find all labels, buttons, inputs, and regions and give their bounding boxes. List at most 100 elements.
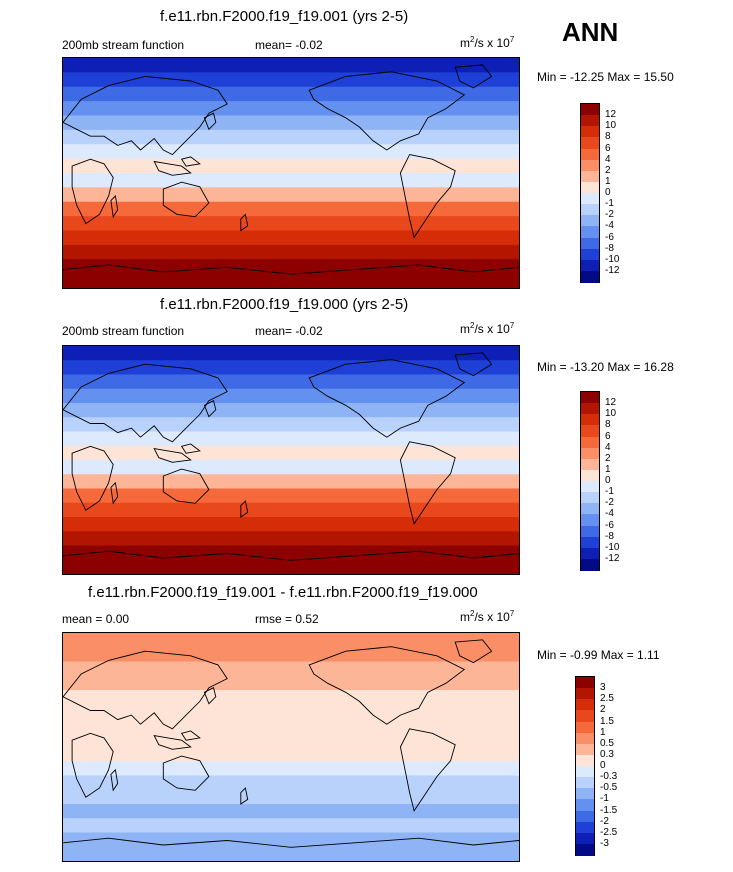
colorbar-box xyxy=(576,699,594,711)
colorbar-box xyxy=(576,799,594,811)
panel3-mean-label: mean = 0.00 xyxy=(62,612,130,626)
units-exp: 2 xyxy=(470,321,475,330)
colorbar-tick-label: -8 xyxy=(605,242,614,254)
colorbar-box xyxy=(576,710,594,722)
colorbar-tick-label: 10 xyxy=(605,408,617,420)
colorbar-box xyxy=(581,514,599,526)
coastline xyxy=(240,787,249,805)
colorbar-tick-label: -12 xyxy=(605,264,620,276)
colorbar-box xyxy=(581,425,599,437)
units-mid: /s x 10 xyxy=(474,322,510,336)
contour-band xyxy=(63,273,519,288)
colorbar-tick-label: -1 xyxy=(600,793,609,805)
contour-band xyxy=(63,502,519,518)
colorbar-tick-label: 1.5 xyxy=(600,715,614,727)
contour-band xyxy=(63,360,519,376)
coastline xyxy=(454,64,493,89)
panel1-minmax: Min = -12.25 Max = 15.50 xyxy=(537,70,674,84)
colorbar-box xyxy=(581,204,599,216)
coastline xyxy=(308,646,466,725)
colorbar-tick-label: -0.5 xyxy=(600,782,618,794)
contour-band xyxy=(63,417,519,433)
panel2-mean-label: mean= -0.02 xyxy=(255,324,323,338)
colorbar-box xyxy=(581,170,599,183)
panel3-colorbar: 3 2.5 2 1.5 1 0.5 0.3 0 -0.3 -0.5 -1 -1.5 -2 -2.5 -3 xyxy=(575,676,617,856)
colorbar-tick-label: 0 xyxy=(605,187,611,198)
colorbar-box xyxy=(576,743,594,756)
contour-band xyxy=(63,346,519,361)
colorbar-tick-label: 2 xyxy=(600,704,606,716)
coastline xyxy=(63,363,228,443)
contour-band xyxy=(63,230,519,246)
units-m: m xyxy=(460,36,470,50)
colorbar-tick-label: 12 xyxy=(605,397,617,409)
contour-band xyxy=(63,144,519,160)
colorbar-box xyxy=(581,492,599,504)
coastline xyxy=(63,550,519,561)
coastline xyxy=(203,112,217,131)
units-exp: 2 xyxy=(470,609,475,618)
colorbar-box xyxy=(576,721,594,734)
colorbar-tick-label: -3 xyxy=(600,837,609,849)
colorbar-tick-label: 8 xyxy=(605,131,611,143)
colorbar-tick-label: -10 xyxy=(605,541,620,553)
panel2-map xyxy=(62,345,520,575)
panel3-map xyxy=(62,632,520,862)
panel1-map xyxy=(62,57,520,289)
coastline xyxy=(153,448,192,463)
contour-band xyxy=(63,259,519,275)
coastline xyxy=(71,158,114,225)
colorbar-tick-label: 1 xyxy=(600,726,606,738)
coastline xyxy=(63,837,519,848)
contour-band xyxy=(63,86,519,102)
colorbar-box xyxy=(581,226,599,238)
colorbar-tick-label: 1 xyxy=(605,463,611,475)
contour-band xyxy=(63,775,519,791)
colorbar-box xyxy=(581,525,599,538)
coastline xyxy=(180,156,201,167)
colorbar-box xyxy=(576,843,594,856)
contour-band xyxy=(63,633,519,648)
contour-band xyxy=(63,732,519,748)
coastline xyxy=(153,735,192,750)
coastline xyxy=(308,71,466,151)
panel1-units-label: m2/s x 107 xyxy=(460,36,514,51)
colorbar-tick-label: 12 xyxy=(605,109,617,121)
contour-band xyxy=(63,647,519,663)
panel2-minmax: Min = -13.20 Max = 16.28 xyxy=(537,360,674,374)
contour-band xyxy=(63,675,519,691)
colorbar-tick-label: 2.5 xyxy=(600,693,614,705)
season-label: ANN xyxy=(562,17,619,47)
colorbar-box xyxy=(581,148,599,161)
colorbar-tick-label: -2 xyxy=(605,497,614,509)
contour-band xyxy=(63,216,519,232)
contour-band xyxy=(63,832,519,848)
coastline xyxy=(153,160,192,176)
contour-band xyxy=(63,158,519,174)
colorbar-tick-label: 6 xyxy=(605,142,611,154)
colorbar-box xyxy=(581,215,599,227)
contour-band xyxy=(63,72,519,88)
coastline xyxy=(63,75,228,156)
coastline xyxy=(63,650,228,730)
colorbar-tick-label: 2 xyxy=(605,452,611,464)
contour-band xyxy=(63,559,519,574)
colorbar-tick-label: -8 xyxy=(605,530,614,542)
colorbar-box xyxy=(576,766,594,778)
colorbar-tick-label: 4 xyxy=(605,153,611,165)
colorbar-box xyxy=(581,193,599,205)
colorbar-box xyxy=(581,558,599,571)
contour-band xyxy=(63,704,519,720)
colorbar-tick-label: -6 xyxy=(605,519,614,531)
contour-band xyxy=(63,789,519,805)
colorbar-box xyxy=(581,458,599,471)
colorbar-box xyxy=(581,159,599,172)
contour-band xyxy=(63,804,519,819)
colorbar-box xyxy=(581,259,599,272)
contour-band xyxy=(63,244,519,260)
colorbar-box xyxy=(576,688,594,700)
colorbar-tick-label: 1 xyxy=(605,175,611,187)
colorbar-tick-label: -10 xyxy=(605,253,620,265)
colorbar-tick-label: -1 xyxy=(605,486,614,498)
colorbar-box xyxy=(581,547,599,560)
